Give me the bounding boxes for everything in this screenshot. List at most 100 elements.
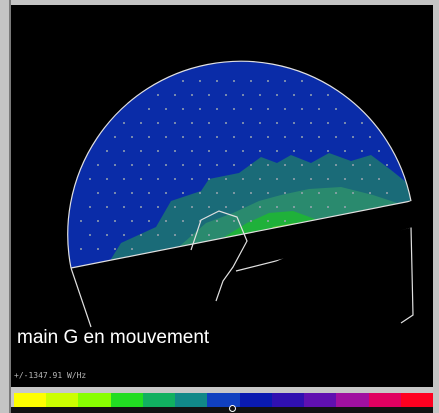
electrode-dot (344, 178, 346, 180)
color-scale-swatch (271, 393, 305, 407)
electrode-dot (378, 150, 380, 152)
electrode-dot (123, 122, 125, 124)
electrode-dot (318, 136, 320, 138)
electrode-dot (250, 136, 252, 138)
electrode-dot (182, 192, 184, 194)
electrode-dot (293, 150, 295, 152)
electrode-dot (114, 248, 116, 250)
electrode-dot (106, 234, 108, 236)
electrode-dot (148, 164, 150, 166)
color-scale-bar (14, 393, 434, 407)
electrode-dot (208, 94, 210, 96)
color-scale-swatch (14, 393, 47, 407)
electrode-dot (191, 178, 193, 180)
electrode-dot (327, 206, 329, 208)
electrode-dot (352, 136, 354, 138)
electrode-dot (284, 164, 286, 166)
head-outline (67, 60, 414, 328)
electrode-dot (114, 136, 116, 138)
electrode-dot (225, 94, 227, 96)
electrode-dot (259, 94, 261, 96)
electrode-dot (182, 220, 184, 222)
electrode-dot (148, 108, 150, 110)
electrode-dot (165, 164, 167, 166)
electrode-dot (140, 150, 142, 152)
electrode-dot (216, 192, 218, 194)
electrode-dot (242, 94, 244, 96)
electrode-dot (157, 178, 159, 180)
electrode-dot (250, 108, 252, 110)
condition-caption: main G en mouvement (17, 327, 210, 348)
nose-wedge (273, 201, 413, 265)
electrode-dots (80, 80, 388, 250)
electrode-dot (386, 164, 388, 166)
electrode-dot (284, 108, 286, 110)
electrode-dot (174, 178, 176, 180)
electrode-dot (233, 164, 235, 166)
window-frame-left (0, 0, 9, 413)
electrode-dot (216, 164, 218, 166)
window-frame-top (0, 0, 439, 5)
electrode-dot (242, 178, 244, 180)
color-scale-swatch (336, 393, 369, 407)
electrode-dot (131, 164, 133, 166)
electrode-dot (80, 248, 82, 250)
electrode-dot (216, 80, 218, 82)
electrode-dot (259, 178, 261, 180)
electrode-dot (191, 94, 193, 96)
electrode-dot (165, 220, 167, 222)
electrode-dot (310, 150, 312, 152)
electrode-dot (216, 108, 218, 110)
electrode-dot (369, 136, 371, 138)
electrode-dot (293, 206, 295, 208)
electrode-dot (250, 80, 252, 82)
electrode-dot (293, 94, 295, 96)
electrode-dot (233, 136, 235, 138)
electrode-dot (114, 164, 116, 166)
electrode-dot (157, 94, 159, 96)
electrode-dot (80, 220, 82, 222)
electrode-dot (123, 178, 125, 180)
electrode-dot (293, 178, 295, 180)
electrode-dot (301, 192, 303, 194)
electrode-dot (225, 178, 227, 180)
electrode-dot (369, 192, 371, 194)
electrode-dot (199, 164, 201, 166)
electrode-dot (106, 150, 108, 152)
electrode-dot (208, 150, 210, 152)
electrode-dot (208, 234, 210, 236)
electrode-dot (361, 178, 363, 180)
electrode-dot (148, 192, 150, 194)
electrode-dot (131, 192, 133, 194)
electrode-dot (361, 150, 363, 152)
electrode-dot (267, 136, 269, 138)
electrode-dot (301, 136, 303, 138)
color-scale-swatch (368, 393, 401, 407)
electrode-dot (250, 220, 252, 222)
electrode-dot (131, 220, 133, 222)
color-scale-base (11, 407, 433, 413)
scale-gap (11, 387, 433, 392)
electrode-dot (208, 122, 210, 124)
circle-marker-icon[interactable] (229, 405, 236, 412)
electrode-dot (157, 150, 159, 152)
electrode-dot (174, 94, 176, 96)
scalp-map-svg (67, 60, 414, 328)
electrode-dot (250, 164, 252, 166)
window-frame-right (433, 0, 439, 413)
electrode-dot (148, 220, 150, 222)
electrode-dot (318, 108, 320, 110)
electrode-dot (225, 150, 227, 152)
electrode-dot (191, 206, 193, 208)
electrode-dot (310, 178, 312, 180)
electrode-dot (157, 206, 159, 208)
electrode-dot (310, 94, 312, 96)
electrode-dot (327, 94, 329, 96)
electrode-dot (276, 122, 278, 124)
electrode-dot (310, 206, 312, 208)
electrode-dot (199, 80, 201, 82)
electrode-dot (327, 178, 329, 180)
electrode-dot (123, 206, 125, 208)
electrode-dot (242, 206, 244, 208)
electrode-dot (140, 206, 142, 208)
